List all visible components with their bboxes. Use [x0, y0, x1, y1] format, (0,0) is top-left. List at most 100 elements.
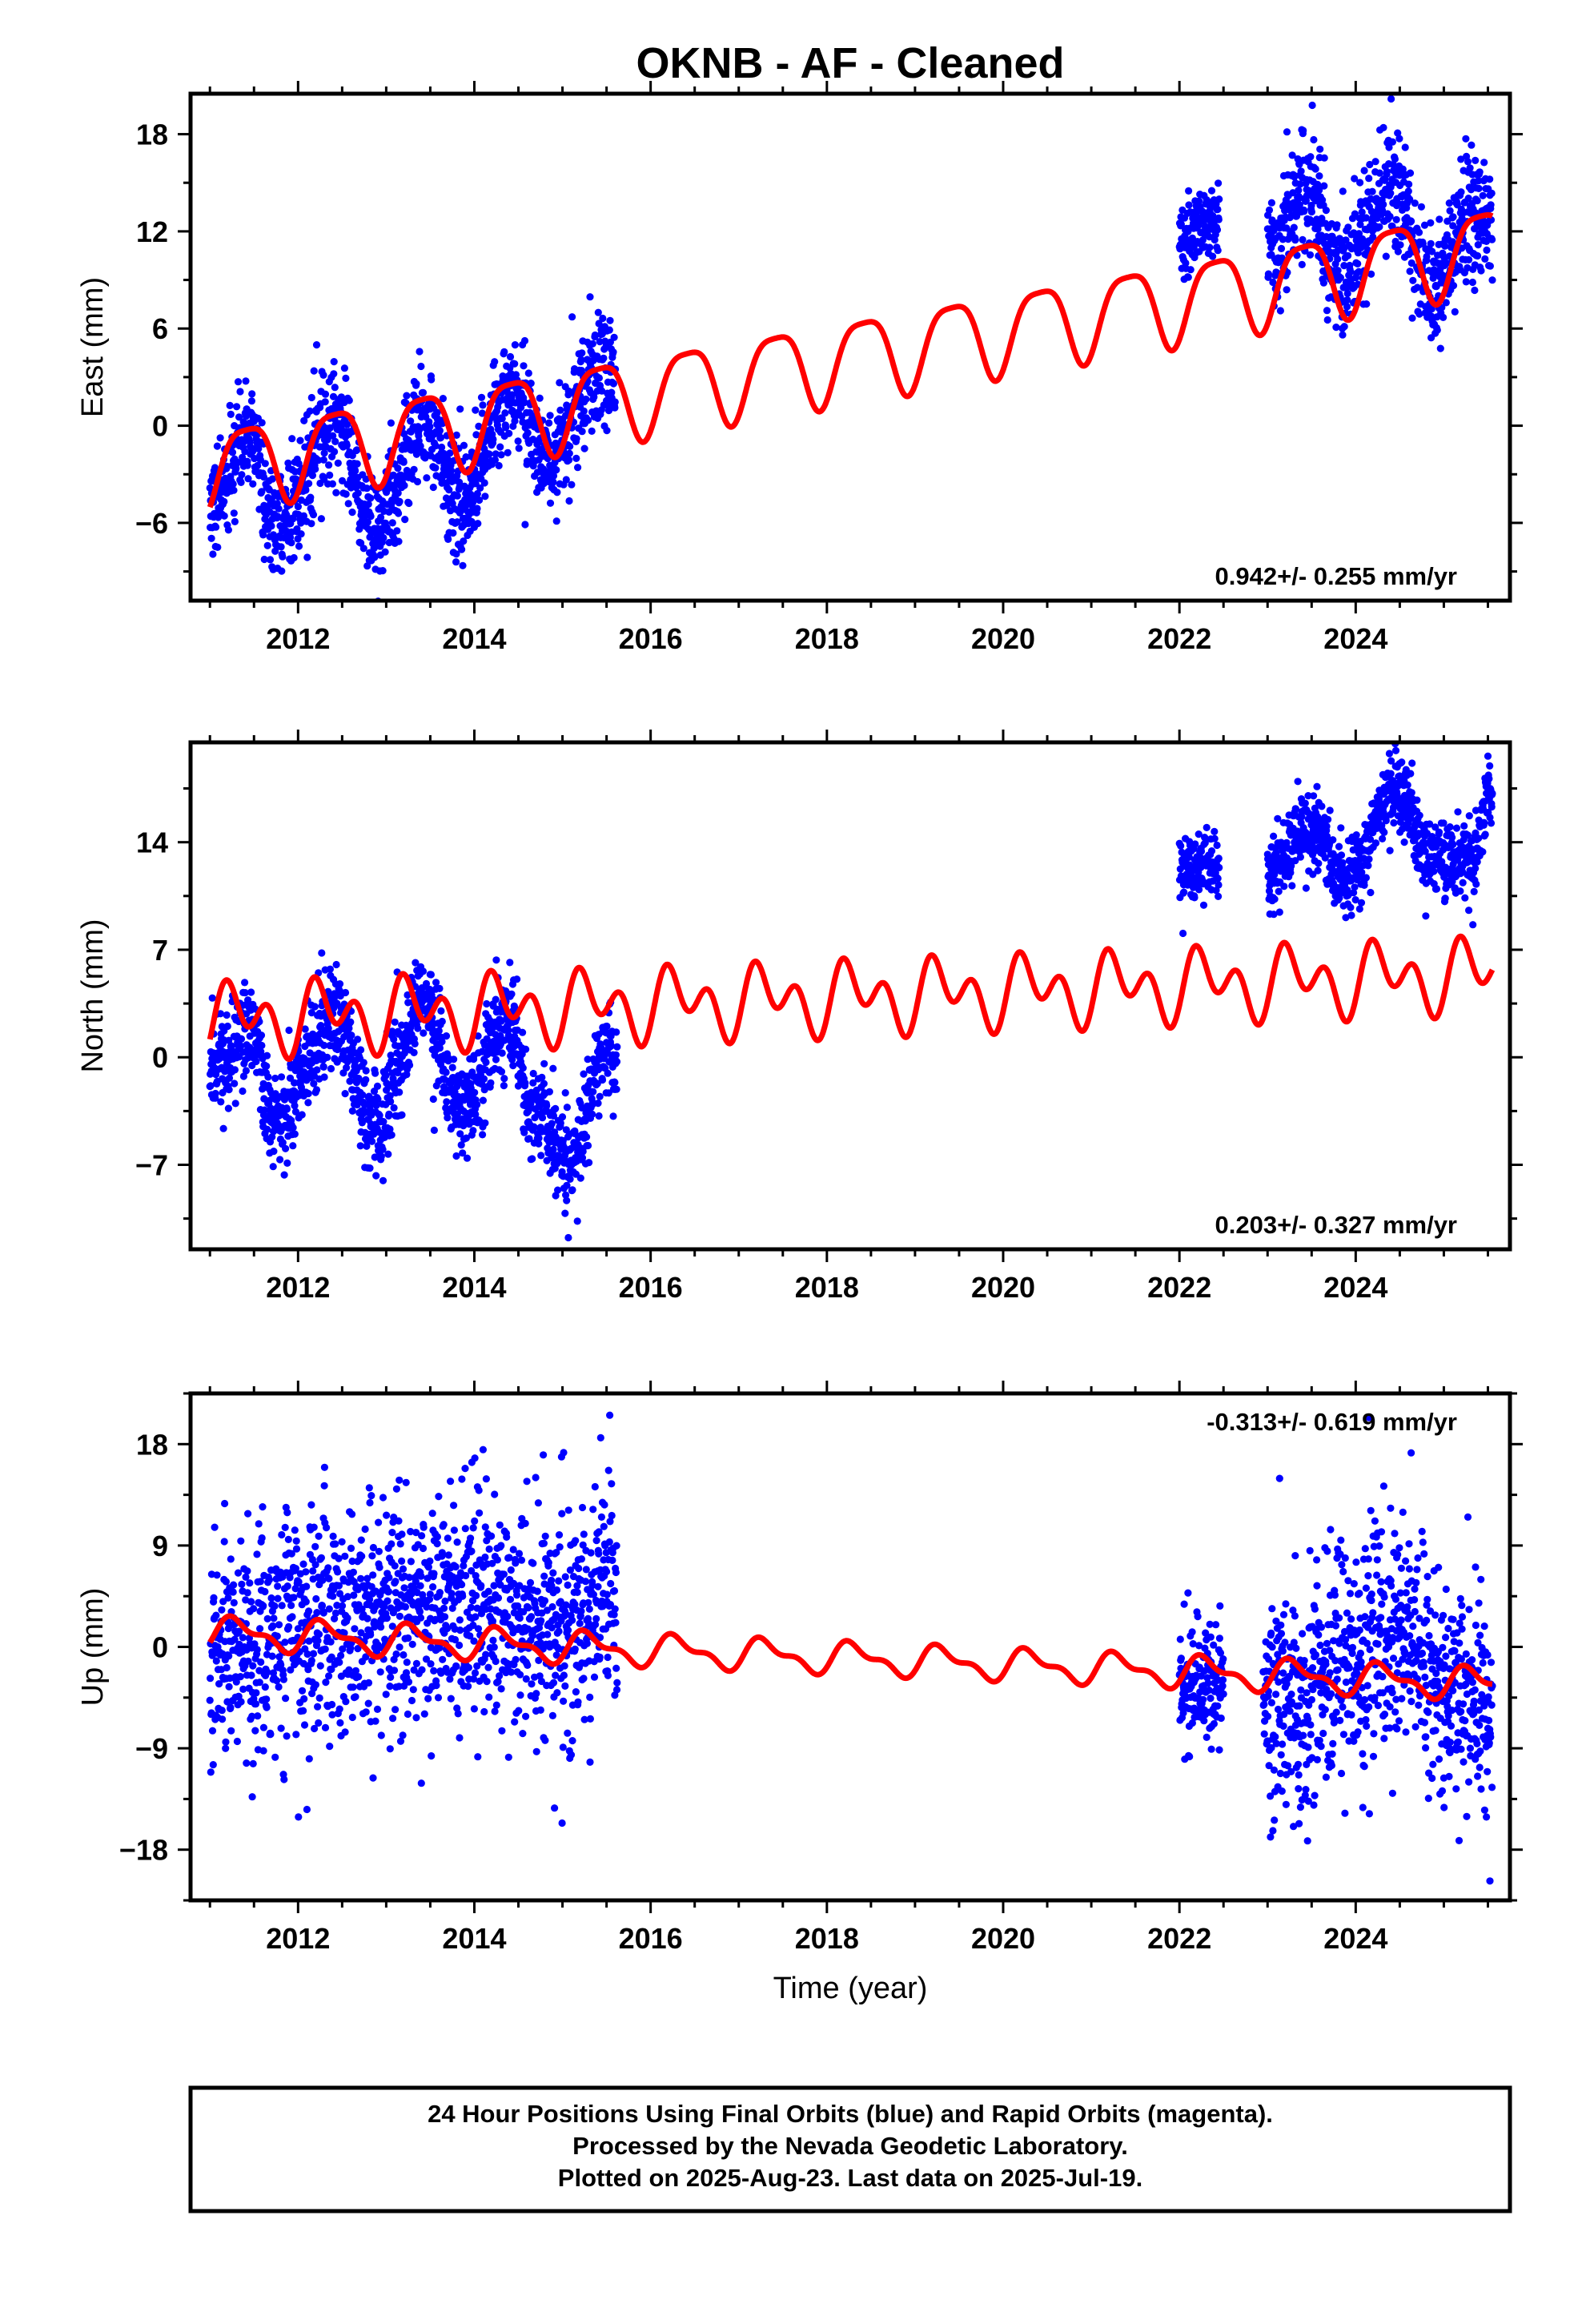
observation-point	[331, 448, 339, 456]
x-tick-label: 2018	[795, 622, 859, 655]
observation-point	[1415, 228, 1423, 236]
observation-point	[472, 431, 480, 439]
observation-point	[217, 1098, 225, 1106]
observation-point	[1488, 276, 1496, 284]
observation-point	[535, 1134, 543, 1142]
observation-point	[498, 415, 506, 423]
observation-point	[214, 543, 222, 552]
observation-point	[520, 398, 528, 407]
observation-point	[386, 1092, 394, 1100]
observation-point	[1474, 241, 1482, 249]
observation-point	[594, 308, 602, 316]
observation-point	[599, 314, 607, 323]
observation-point	[247, 1598, 255, 1606]
observation-point	[330, 370, 338, 378]
observation-point	[1479, 191, 1487, 199]
observation-point	[270, 1148, 278, 1156]
observation-point	[449, 529, 457, 537]
observation-point	[1391, 746, 1400, 754]
observation-point	[1344, 223, 1352, 231]
observation-point	[445, 486, 453, 494]
observation-point	[1207, 847, 1216, 855]
observation-point	[259, 1602, 267, 1610]
observation-point	[611, 398, 619, 406]
observation-point	[1283, 838, 1291, 846]
observation-point	[1355, 230, 1363, 238]
panel-frame	[188, 91, 1512, 603]
observation-point	[1342, 914, 1350, 922]
observation-point	[1465, 255, 1473, 263]
observation-point	[1449, 840, 1457, 849]
x-tick-label: 2014	[442, 1271, 506, 1304]
observation-point	[1362, 214, 1370, 222]
observation-point	[259, 1503, 267, 1511]
observation-point	[1380, 828, 1388, 836]
observation-point	[231, 1080, 239, 1088]
observation-point	[468, 448, 476, 456]
observation-point	[229, 480, 237, 489]
observation-point	[1177, 220, 1185, 228]
observation-point	[1288, 151, 1296, 159]
observation-point	[491, 358, 499, 366]
observation-point	[603, 427, 611, 435]
observation-point	[323, 1053, 331, 1061]
observation-point	[566, 442, 574, 451]
observation-point	[362, 1067, 370, 1075]
figure-title: OKNB - AF - Cleaned	[636, 39, 1064, 87]
observation-point	[271, 1602, 279, 1610]
observation-point	[260, 1106, 269, 1114]
observation-point	[440, 1083, 448, 1091]
observation-point	[304, 1089, 312, 1098]
observation-point	[331, 437, 339, 446]
observation-point	[1283, 286, 1291, 294]
observation-point	[332, 489, 340, 497]
observation-point	[358, 1119, 366, 1127]
observation-point	[341, 988, 350, 997]
observation-point	[595, 1112, 603, 1120]
observation-point	[1385, 143, 1393, 151]
observation-point	[430, 1126, 439, 1134]
observation-point	[1474, 251, 1482, 260]
observation-point	[1360, 881, 1368, 889]
observation-point	[328, 480, 336, 488]
observation-point	[1186, 266, 1195, 274]
plot-area	[206, 94, 1496, 601]
observation-point	[1299, 127, 1307, 135]
observation-point	[1452, 824, 1461, 832]
observation-point	[578, 349, 586, 357]
observation-point	[259, 473, 267, 481]
observation-point	[257, 1658, 265, 1667]
observation-point	[255, 1520, 263, 1528]
observation-point	[1195, 886, 1203, 894]
observation-point	[1195, 222, 1203, 230]
observation-point	[442, 494, 451, 502]
observation-point	[237, 1537, 245, 1545]
observation-point	[1302, 884, 1310, 892]
observation-point	[1291, 857, 1299, 865]
observation-point	[477, 393, 486, 401]
observation-point	[512, 371, 520, 379]
observation-point	[389, 471, 397, 480]
observation-point	[1394, 782, 1402, 790]
observation-point	[1487, 216, 1496, 224]
observation-point	[1400, 838, 1408, 846]
observation-points	[206, 1411, 1496, 1885]
observation-point	[1480, 159, 1488, 167]
observation-point	[1206, 243, 1214, 251]
observation-point	[274, 1594, 282, 1602]
observation-point	[385, 1110, 393, 1118]
observation-point	[1357, 899, 1366, 907]
observation-point	[1214, 875, 1222, 883]
observation-point	[273, 1677, 281, 1685]
observation-point	[1191, 840, 1199, 848]
observation-point	[1289, 725, 1296, 732]
observation-point	[480, 1075, 488, 1083]
observation-point	[412, 380, 420, 388]
observation-point	[504, 448, 512, 456]
observation-point	[313, 1066, 321, 1074]
observation-point	[511, 1003, 519, 1012]
observation-point	[373, 1082, 382, 1090]
observation-point	[223, 1663, 231, 1672]
north-panel: 2012 2014 2016 2018 2020 2022 2024−70714North …	[76, 725, 1523, 1304]
observation-point	[521, 1079, 529, 1087]
